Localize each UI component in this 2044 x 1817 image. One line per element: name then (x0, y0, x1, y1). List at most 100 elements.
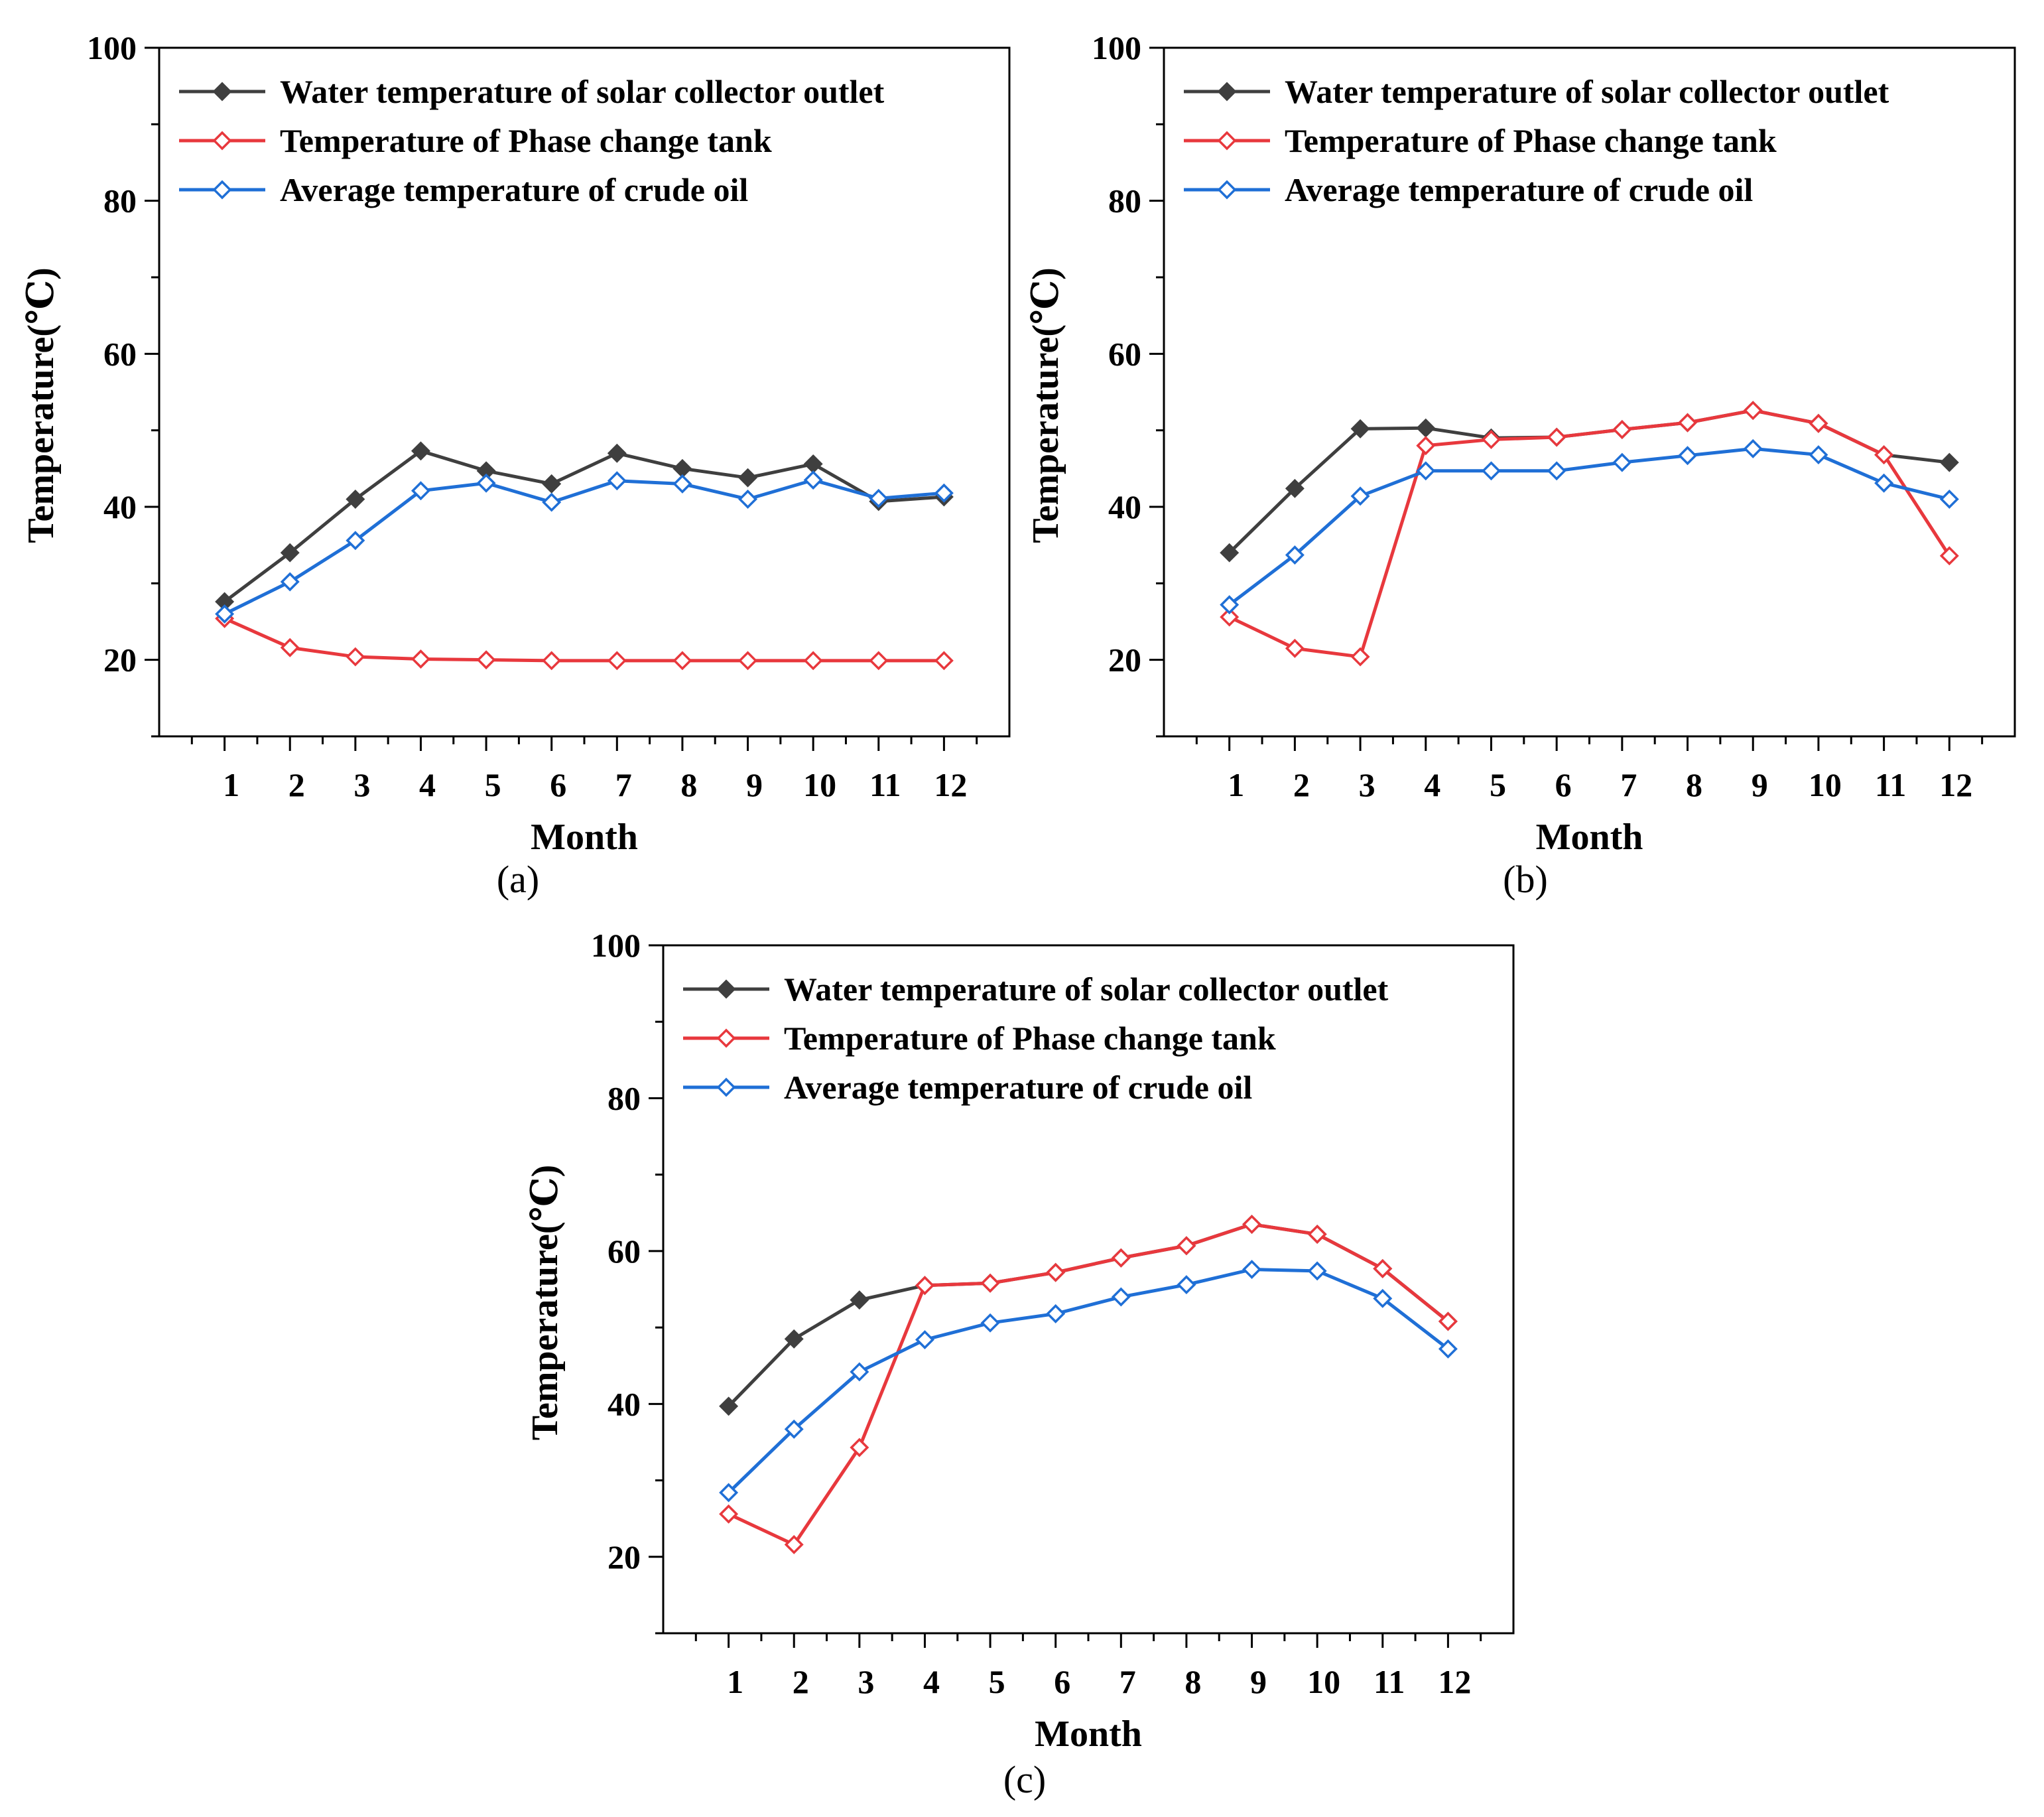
y-axis-title: Temperature(℃) (525, 1165, 566, 1440)
data-point (869, 651, 889, 671)
y-tick-label: 60 (103, 335, 137, 372)
data-point (1242, 1260, 1262, 1280)
data-point (1809, 413, 1828, 433)
x-axis-title: Month (531, 817, 638, 858)
data-point (1743, 438, 1763, 458)
y-tick-label: 20 (103, 641, 137, 679)
panel-label: (c) (1003, 1758, 1046, 1801)
x-tick-label: 1 (727, 1663, 743, 1700)
data-point (280, 543, 300, 563)
x-tick-label: 10 (803, 766, 836, 803)
x-tick-label: 5 (989, 1663, 1005, 1700)
legend-label: Water temperature of solar collector out… (784, 971, 1389, 1008)
data-point (542, 651, 562, 671)
data-point (1678, 413, 1698, 433)
data-point (980, 1273, 1000, 1293)
x-tick-label: 2 (793, 1663, 809, 1700)
legend-marker (1217, 131, 1237, 151)
series-0 (719, 1215, 1458, 1416)
series-line (224, 617, 944, 663)
x-tick-label: 5 (485, 766, 501, 803)
legend-label: Average temperature of crude oil (280, 171, 748, 208)
x-tick-label: 7 (615, 766, 632, 803)
legend-marker (212, 131, 232, 151)
data-point (280, 638, 300, 657)
y-tick-label: 20 (1108, 641, 1141, 679)
x-tick-label: 3 (1359, 766, 1375, 803)
data-point (476, 650, 496, 670)
x-tick-label: 10 (1809, 766, 1842, 803)
x-tick-label: 3 (858, 1663, 874, 1700)
data-point (476, 473, 496, 493)
legend-label: Temperature of Phase change tank (784, 1020, 1276, 1057)
x-tick-label: 8 (1184, 1663, 1201, 1700)
y-tick-label: 80 (103, 182, 137, 220)
y-tick-label: 40 (103, 488, 137, 525)
data-point (542, 474, 562, 494)
data-point (803, 454, 823, 474)
y-tick-label: 80 (607, 1079, 641, 1116)
data-point (1874, 445, 1894, 465)
data-point (1678, 446, 1698, 466)
data-point (719, 1483, 739, 1503)
series-2 (719, 1260, 1458, 1503)
data-point (1350, 486, 1370, 506)
data-point (1481, 430, 1501, 449)
data-point (411, 441, 430, 461)
legend-marker (716, 1077, 736, 1097)
data-point (1874, 473, 1894, 493)
data-point (1438, 1339, 1458, 1359)
x-tick-label: 6 (1054, 1663, 1070, 1700)
y-axis-title: Temperature(℃) (1025, 267, 1066, 543)
data-point (1220, 543, 1240, 563)
series-0 (215, 441, 954, 612)
x-axis-title: Month (1536, 817, 1643, 858)
x-tick-label: 6 (550, 766, 566, 803)
x-tick-label: 2 (288, 766, 305, 803)
x-tick-label: 5 (1490, 766, 1506, 803)
data-point (1416, 461, 1436, 481)
series-1 (215, 608, 954, 671)
y-tick-label: 60 (607, 1233, 641, 1270)
data-point (1111, 1287, 1131, 1307)
data-point (1307, 1225, 1327, 1245)
data-point (346, 489, 365, 509)
legend-label: Temperature of Phase change tank (280, 122, 772, 159)
data-point (850, 1362, 869, 1382)
y-tick-label: 40 (607, 1385, 641, 1422)
y-tick-label: 20 (607, 1538, 641, 1576)
x-tick-label: 9 (746, 766, 763, 803)
y-axis-title: Temperature(℃) (21, 267, 62, 543)
legend-label: Average temperature of crude oil (784, 1069, 1252, 1106)
data-point (346, 647, 365, 667)
legend-marker (212, 82, 232, 101)
series-0 (1220, 401, 1959, 563)
data-point (1046, 1262, 1066, 1282)
data-point (1809, 445, 1828, 465)
data-point (934, 651, 954, 671)
data-point (1416, 436, 1436, 456)
legend-label: Average temperature of crude oil (1285, 171, 1753, 208)
x-tick-label: 12 (1438, 1663, 1471, 1700)
data-point (850, 1438, 869, 1457)
data-point (1939, 489, 1959, 509)
data-point (672, 651, 692, 671)
legend-entry: Temperature of Phase change tank (1184, 122, 1777, 159)
x-tick-label: 4 (923, 1663, 940, 1700)
data-point (1612, 420, 1632, 439)
data-point (1373, 1288, 1393, 1308)
data-point (1285, 638, 1305, 658)
y-tick-label: 40 (1108, 488, 1141, 525)
data-point (1939, 546, 1959, 566)
data-point (1285, 545, 1305, 565)
data-point (803, 651, 823, 671)
data-point (542, 492, 562, 512)
data-point (1220, 595, 1240, 615)
legend-entry: Water temperature of solar collector out… (683, 971, 1389, 1008)
series-line (224, 478, 944, 616)
x-tick-label: 12 (934, 766, 967, 803)
data-point (346, 531, 365, 551)
